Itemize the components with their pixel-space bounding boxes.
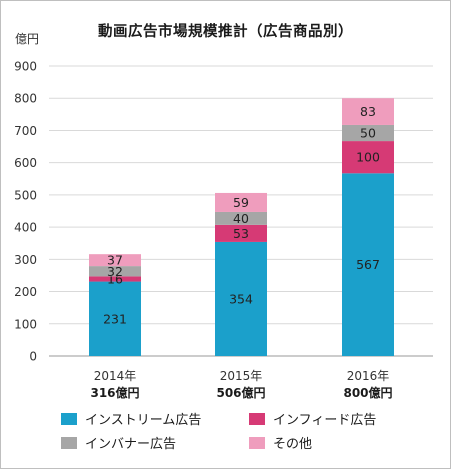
x-category-label: 2016年	[347, 369, 390, 383]
data-label: 37	[107, 253, 123, 268]
data-label: 567	[356, 257, 380, 272]
bar-segment	[89, 281, 141, 356]
y-tick-label: 700	[14, 124, 37, 138]
y-tick-label: 300	[14, 253, 37, 267]
y-tick-label: 100	[14, 317, 37, 331]
bar-segment	[89, 254, 141, 267]
bar-segment	[342, 98, 394, 125]
bar-segment	[342, 141, 394, 174]
legend-label: インストリーム広告	[85, 413, 202, 428]
total-label: 506億円	[216, 385, 265, 400]
legend-swatch	[61, 413, 77, 425]
legend-label: その他	[273, 437, 313, 452]
data-label: 354	[229, 291, 253, 306]
y-tick-label: 400	[14, 221, 37, 235]
y-tick-label: 600	[14, 156, 37, 170]
legend-swatch	[249, 437, 265, 449]
data-label: 231	[103, 311, 127, 326]
bar-segment	[215, 192, 267, 212]
bar-segment	[342, 173, 394, 356]
y-tick-label: 200	[14, 285, 37, 299]
data-label: 59	[233, 195, 249, 210]
legend-label: インバナー広告	[85, 437, 177, 452]
total-label: 800億円	[343, 385, 392, 400]
y-tick-label: 0	[29, 350, 37, 364]
x-category-label: 2015年	[220, 369, 263, 383]
legend-label: インフィード広告	[273, 413, 377, 428]
data-label: 100	[356, 150, 380, 165]
bar-segment	[215, 211, 267, 225]
x-category-label: 2014年	[94, 369, 137, 383]
y-tick-label: 900	[14, 60, 37, 74]
data-label: 40	[233, 211, 249, 226]
bar-segment	[215, 224, 267, 242]
legend-item-inbanner: インバナー広告	[61, 433, 176, 452]
total-label: 316億円	[90, 385, 139, 400]
data-label: 50	[360, 126, 376, 141]
data-label: 32	[107, 264, 123, 279]
legend-item-infeed: インフィード広告	[249, 409, 376, 428]
y-axis-unit-label: 億円	[15, 32, 39, 46]
bar-segment	[89, 266, 141, 277]
bar-segment	[89, 276, 141, 282]
legend-item-other: その他	[249, 433, 312, 452]
bar-segment	[215, 241, 267, 356]
bar-segment	[342, 124, 394, 142]
data-label: 53	[233, 226, 249, 241]
legend-swatch	[249, 413, 265, 425]
data-label: 83	[360, 104, 376, 119]
y-tick-label: 500	[14, 188, 37, 202]
chart-title: 動画広告市場規模推計（広告商品別）	[98, 24, 353, 40]
legend-swatch	[61, 437, 77, 449]
y-tick-label: 800	[14, 92, 37, 106]
legend-item-instream: インストリーム広告	[61, 409, 201, 428]
